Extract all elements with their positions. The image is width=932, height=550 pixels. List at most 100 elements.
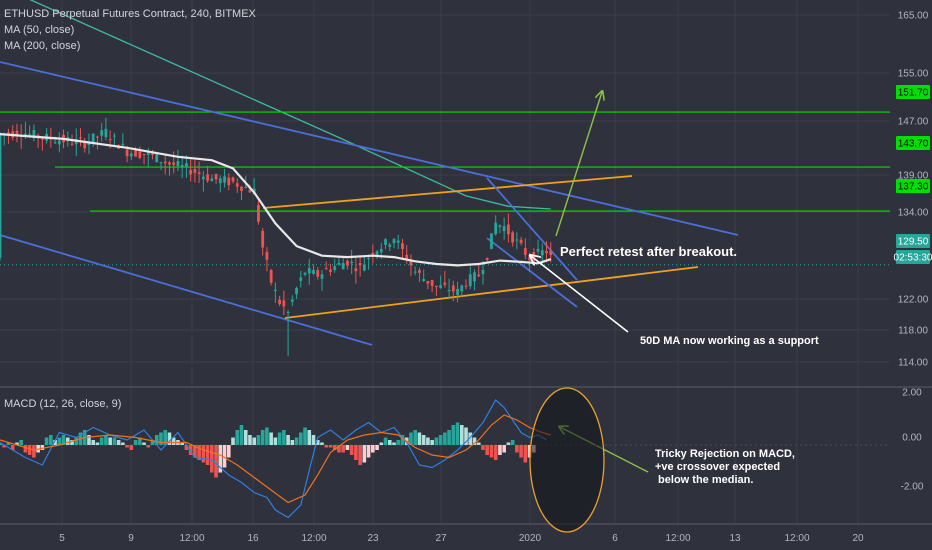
trend-channels [0,61,739,346]
macd-histogram-bar [455,422,460,445]
macd-histogram-bar [438,435,443,445]
macd-histogram-bar [40,445,45,450]
macd-histogram-bar [53,440,57,445]
candle-down [235,183,239,187]
macd-histogram-bar [116,440,121,445]
retest-annotation: Perfect retest after breakout. [560,244,738,259]
candle-down [142,153,146,155]
macd-histogram-bar [485,445,490,455]
macd-histogram-bar [218,445,223,473]
candle-up [223,176,226,183]
y-label-badge [896,250,930,264]
candle-up [333,266,337,271]
macd-histogram-bar [434,437,439,445]
macd-histogram-bar [154,435,159,445]
candle-down [231,177,235,182]
candle-down [451,285,455,292]
candle-down [7,132,10,135]
candle-down [511,232,515,243]
candle-up [379,249,383,253]
macd-histogram-bar [125,445,129,448]
macd-histogram-bar [430,440,434,445]
macd-histogram-bar [49,435,53,445]
macd-histogram-bar [371,445,375,453]
macd-histogram-bar [163,430,168,445]
candle-down [197,172,201,175]
macd-histogram-bar [379,442,384,445]
x-tick-label: 6 [612,533,618,544]
candle-up [176,160,180,166]
ma200-legend: MA (200, close) [4,40,81,52]
candle-up [112,135,116,137]
candle-down [206,174,209,181]
macd-histogram-bar [527,445,532,458]
grid [0,0,932,525]
macd-histogram-bar [519,445,523,458]
axes: 5 9 12:00 16 12:00 23 27 2020 6 12:00 13 12:00 20 165… [59,11,932,545]
macd-histogram-bar [108,437,112,445]
candle-down [405,254,409,261]
candle-up [494,222,498,235]
candle-down [96,136,99,138]
macd-histogram-bar [299,432,303,445]
macd-histogram-bar [337,445,341,453]
macd-histogram-bar [171,437,176,445]
x-tick-label: 27 [435,533,447,544]
ascending-channel-top [262,175,633,209]
candle-down [193,169,197,173]
macd-histogram-bar [307,430,312,445]
candle-up [375,251,379,256]
macd-histogram-bar [265,427,269,445]
candle-up [413,271,417,273]
macd-histogram-bar [248,435,252,445]
macd-line [0,399,547,519]
y-label-badge [896,136,930,150]
macd-histogram-bar [476,442,481,445]
candle-up [121,143,125,146]
macd-histogram-bar [472,437,477,445]
macd-histogram-bar [396,440,401,445]
x-tick-label: 9 [128,533,134,544]
candle-up [439,285,443,288]
macd-pane [0,387,890,533]
macd-y-tick-label: -2.00 [901,482,924,493]
macd-histogram-bar [112,437,117,445]
candle-down [549,250,553,256]
candle-up [185,163,188,168]
macd-histogram-bar [349,445,354,455]
y-tick-label: 02:53:30 [894,253,932,264]
x-tick-label: 12:00 [179,533,204,544]
candle-down [477,274,481,277]
candle-up [100,130,104,136]
macd-histogram-bar [239,425,244,445]
candle-down [189,169,193,175]
macd-y-tick-label: 0.00 [902,433,922,444]
macd-histogram-bar [65,437,70,445]
candle-up [290,299,294,302]
macd-histogram-bar [146,445,151,448]
candle-up [299,277,303,281]
candle-down [168,162,171,165]
candle-down [329,269,332,272]
candle-down [545,251,548,254]
macd-histogram-bar [383,437,388,445]
macd-highlight-ellipse [529,387,605,533]
macd-histogram-bar [226,445,231,458]
macd-histogram-bar [510,440,515,445]
candle-up [307,268,311,274]
candle-down [125,149,129,157]
candle-down [40,138,44,140]
macd-annotation-line: +ve crossover expected [655,461,781,473]
candle-up [515,239,519,241]
candle-up [0,133,2,258]
macd-histogram-bar [413,430,417,445]
candle-up [295,288,298,295]
candle-up [367,258,370,260]
macd-histogram-bar [443,432,447,445]
signal-line [0,414,551,504]
macd-histogram-bar [498,445,502,455]
y-tick-label: 129.50 [898,237,929,248]
candle-down [261,230,265,248]
